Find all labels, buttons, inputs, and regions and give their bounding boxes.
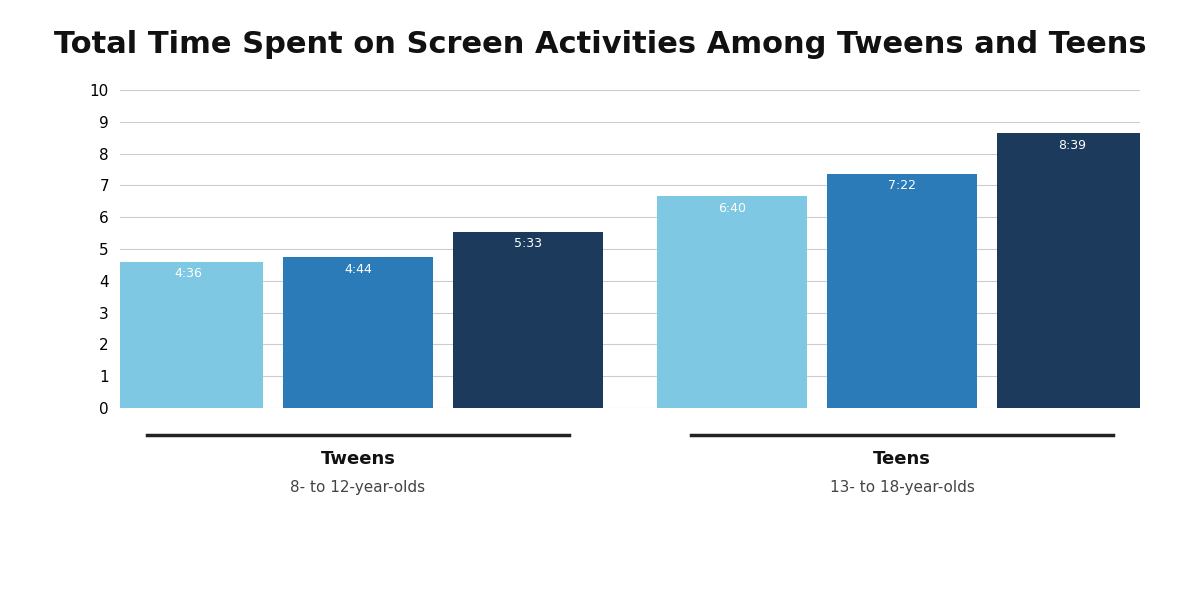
Text: 6:40: 6:40 [718, 202, 746, 215]
Bar [827, 174, 977, 408]
Bar [997, 133, 1147, 408]
Bar [658, 196, 806, 408]
Text: 4:36: 4:36 [174, 268, 202, 280]
Text: 8:39: 8:39 [1058, 139, 1086, 152]
Text: 5:33: 5:33 [514, 237, 542, 250]
Bar [283, 257, 433, 408]
Text: 7:22: 7:22 [888, 179, 916, 193]
Text: Teens: Teens [874, 450, 931, 468]
Text: Total Time Spent on Screen Activities Among Tweens and Teens: Total Time Spent on Screen Activities Am… [54, 30, 1146, 59]
Text: Tweens: Tweens [320, 450, 396, 468]
Text: 8- to 12-year-olds: 8- to 12-year-olds [290, 480, 426, 495]
Text: 13- to 18-year-olds: 13- to 18-year-olds [829, 480, 974, 495]
Bar [113, 262, 263, 408]
Text: 4:44: 4:44 [344, 263, 372, 276]
Bar [454, 232, 602, 408]
